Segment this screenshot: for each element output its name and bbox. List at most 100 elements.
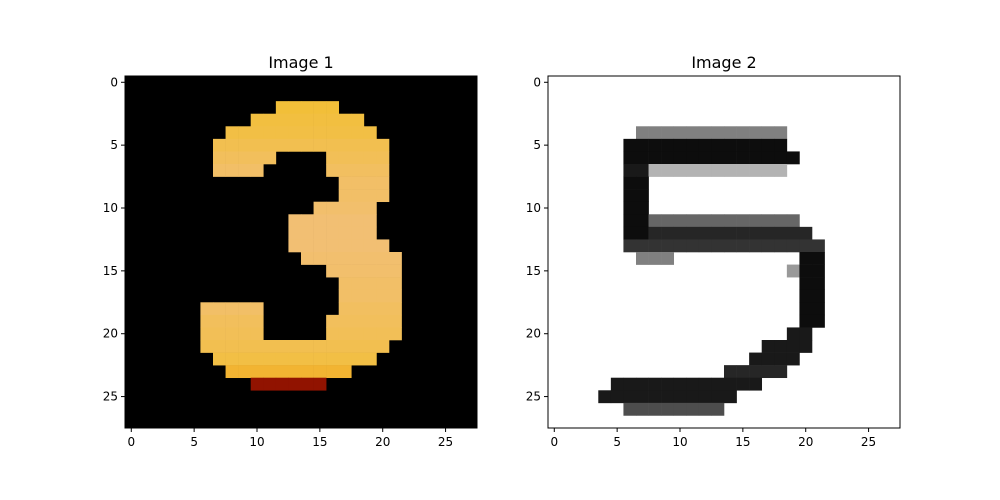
heatmap-cell — [238, 365, 252, 379]
heatmap-cell — [225, 340, 239, 353]
heatmap-cell — [313, 214, 327, 228]
heatmap-cell — [363, 164, 377, 177]
heatmap-cell — [351, 151, 365, 165]
heatmap-cell — [749, 352, 763, 366]
heatmap-cell — [275, 365, 289, 379]
heatmap-cell — [326, 352, 340, 366]
heatmap-cell — [711, 138, 725, 152]
heatmap-cell — [313, 352, 327, 366]
heatmap-cell — [200, 340, 214, 353]
y-tick-label: 15 — [526, 264, 541, 278]
heatmap-cell — [338, 252, 352, 265]
heatmap-cell — [326, 113, 340, 127]
heatmap-cell — [250, 113, 264, 127]
panel-image-1: Image 1 0 5 10 15 20 25 0 5 10 15 20 25 — [103, 53, 478, 449]
heatmap-cell — [673, 138, 687, 152]
heatmap-cell — [250, 365, 264, 379]
x-tick-label: 25 — [438, 435, 453, 449]
heatmap-cell — [673, 214, 687, 228]
heatmap-cell — [774, 126, 788, 140]
heatmap-cell — [351, 201, 365, 215]
heatmap-cell — [288, 377, 302, 391]
heatmap-cell — [351, 277, 365, 291]
y-tick-label: 20 — [103, 327, 118, 341]
heatmap-cell — [301, 226, 314, 240]
heatmap-cell — [761, 365, 775, 379]
heatmap-cell — [275, 340, 289, 353]
heatmap-cell — [774, 151, 788, 165]
heatmap-cells — [125, 76, 477, 428]
heatmap-cell — [376, 314, 390, 328]
heatmap-cell — [351, 352, 365, 366]
heatmap-cell — [736, 365, 750, 379]
heatmap-cell — [623, 214, 637, 228]
heatmap-cell — [376, 340, 390, 353]
heatmap-cell — [351, 126, 365, 140]
heatmap-cell — [636, 126, 649, 140]
heatmap-cell — [263, 352, 277, 366]
heatmap-cell — [799, 277, 813, 291]
heatmap-cell — [686, 377, 700, 391]
heatmap-cell — [250, 377, 264, 391]
heatmap-cell — [812, 252, 825, 265]
heatmap-cell — [225, 138, 239, 152]
x-tick-label: 15 — [735, 435, 750, 449]
heatmap-cell — [351, 264, 365, 278]
heatmap-cell — [250, 314, 264, 328]
heatmap-cell — [711, 126, 725, 140]
heatmap-cell — [389, 289, 402, 303]
heatmap-cell — [363, 239, 377, 253]
heatmap-cell — [313, 377, 327, 391]
heatmap-cell — [301, 214, 314, 228]
heatmap-cell — [376, 302, 390, 316]
heatmap-cell — [250, 340, 264, 353]
heatmap-cell — [812, 277, 825, 291]
heatmap-cell — [673, 126, 687, 140]
y-tick-label: 10 — [526, 201, 541, 215]
heatmap-cell — [786, 214, 800, 228]
axis-ticks: 0 5 10 15 20 25 0 5 10 15 20 25 — [103, 75, 453, 449]
heatmap-cell — [326, 340, 340, 353]
heatmap-cell — [363, 327, 377, 341]
heatmap-cell — [724, 226, 737, 240]
heatmap-cell — [648, 126, 662, 140]
heatmap-cell — [698, 390, 712, 404]
heatmap-cell — [338, 189, 352, 203]
heatmap-cell — [250, 327, 264, 341]
heatmap-cell — [275, 126, 289, 140]
x-tick-label: 10 — [249, 435, 264, 449]
heatmap-cell — [736, 377, 750, 391]
x-tick-label: 25 — [861, 435, 876, 449]
heatmap-cell — [736, 138, 750, 152]
heatmap-cell — [799, 264, 813, 278]
heatmap-cell — [774, 340, 788, 353]
heatmap-cell — [301, 113, 314, 127]
heatmap-cell — [786, 226, 800, 240]
heatmap-cell — [250, 151, 264, 165]
y-tick-label: 15 — [103, 264, 118, 278]
heatmap-cell — [338, 226, 352, 240]
heatmap-cell — [610, 390, 624, 404]
heatmap-cell — [673, 390, 687, 404]
heatmap-cell — [250, 352, 264, 366]
heatmap-cell — [363, 314, 377, 328]
heatmap-cell — [363, 214, 377, 228]
heatmap-cell — [389, 252, 402, 265]
heatmap-cell — [711, 402, 725, 416]
heatmap-cell — [288, 101, 302, 115]
heatmap-cell — [749, 377, 763, 391]
heatmap-cell — [250, 164, 264, 177]
heatmap-cell — [623, 226, 637, 240]
heatmap-cell — [648, 239, 662, 253]
heatmap-cell — [799, 340, 813, 353]
heatmap-cell — [761, 214, 775, 228]
heatmap-cell — [686, 239, 700, 253]
heatmap-cell — [263, 151, 277, 165]
heatmap-cell — [698, 164, 712, 177]
heatmap-cell — [238, 327, 252, 341]
heatmap-cell — [338, 126, 352, 140]
heatmap-cell — [774, 226, 788, 240]
heatmap-cell — [636, 390, 649, 404]
heatmap-cell — [363, 226, 377, 240]
